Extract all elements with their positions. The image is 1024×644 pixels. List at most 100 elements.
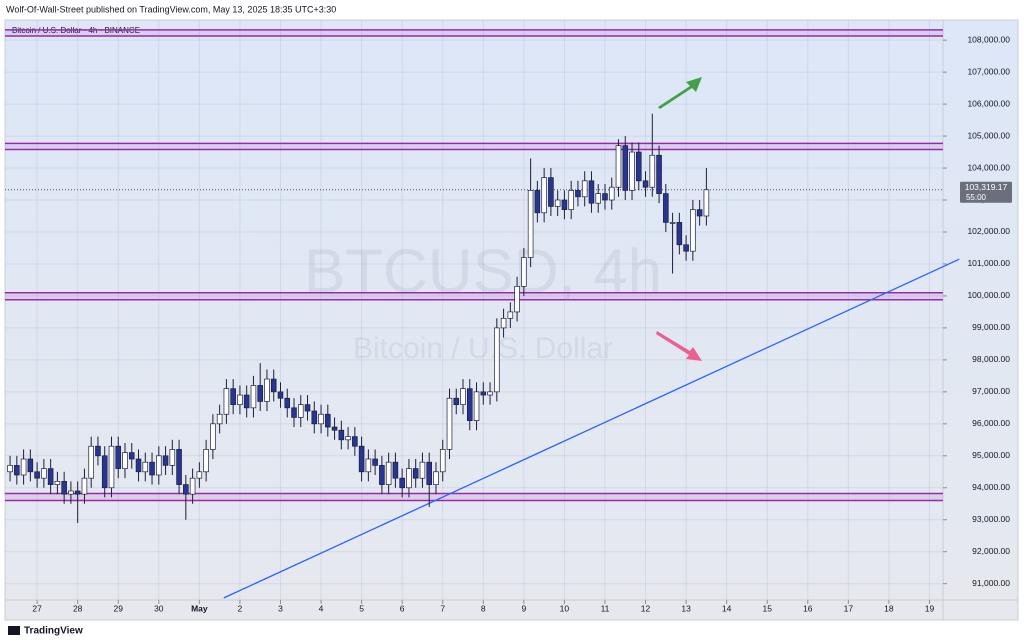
footer-brand: TradingView [24,626,83,637]
chart-frame [4,19,1019,621]
candle-body [358,445,365,473]
candle-body [156,455,162,476]
x-tick-label: 7 [440,603,445,613]
x-tick-label: 28 [73,603,83,613]
candle-body [183,484,189,495]
candle-body [575,190,581,198]
watermark-description: Bitcoin / U.S. Dollar [353,332,613,365]
candle-body [142,461,149,473]
current-price-label: 103,319.17 [965,182,1008,192]
candle-body [95,445,101,457]
candle-body [115,445,122,469]
x-tick-label: 11 [601,603,610,613]
x-tick-label: 14 [722,603,732,613]
candle-body [683,244,689,252]
y-tick-label: 100,000.00 [967,290,1010,300]
candle-body [392,461,399,479]
x-tick-label: 9 [521,603,526,613]
candle-body [128,452,135,460]
candle-body [216,413,223,425]
watermark: BTCUSD, 4h Bitcoin / U.S. Dollar [304,237,662,365]
candle-body [527,190,534,258]
candle-body [602,193,608,201]
candle-body [68,490,74,495]
y-tick-label: 102,000.00 [967,226,1010,236]
candle-body [615,145,622,188]
candle-body [27,458,34,473]
y-tick-label: 91,000.00 [972,578,1010,588]
candle-body [270,378,277,393]
candle-body [47,468,54,485]
candle-body [399,477,405,489]
candle-body [473,391,480,421]
candle-body [453,397,460,405]
candle-body [237,394,243,405]
candle-body [690,209,696,252]
zone [5,292,943,300]
y-tick-label: 98,000.00 [972,354,1010,364]
candle-body [230,388,236,405]
y-tick-label: 107,000.00 [967,66,1010,76]
candle-body [243,394,250,409]
watermark-symbol: BTCUSD, 4h [304,237,662,306]
y-tick-label: 97,000.00 [972,386,1010,396]
x-tick-label: 19 [925,603,935,613]
candle-body [649,154,656,188]
candle-body [568,190,574,210]
x-tick-label: May [191,603,208,613]
candle-body [696,209,703,217]
y-tick-label: 99,000.00 [972,322,1010,332]
candle-body [20,458,27,476]
x-tick-label: 4 [319,603,324,613]
candle-body [176,449,182,485]
candle-body [656,154,662,194]
y-tick-label: 104,000.00 [967,162,1010,172]
candle-body [629,151,635,191]
candle-body [419,461,426,479]
candle-body [554,199,561,207]
x-tick-label: 8 [481,603,486,613]
current-price-box [960,181,1012,203]
candle-body [365,458,372,473]
candle-body [439,449,446,473]
x-tick-label: 29 [114,603,124,613]
x-tick-label: 3 [278,603,283,613]
x-tick-label: 17 [844,603,854,613]
candle-body [297,404,304,418]
candle-body [466,388,473,421]
candle-body [169,449,176,466]
x-tick-label: 12 [641,603,651,613]
candle-body [264,378,270,402]
y-tick-label: 95,000.00 [972,450,1010,460]
x-tick-label: 2 [238,603,243,613]
candle-body [581,180,588,198]
y-tick-label: 105,000.00 [967,130,1010,140]
candle-body [122,452,128,469]
footer-logo [8,626,20,635]
y-tick-label: 94,000.00 [972,482,1010,492]
candle-body [507,311,514,319]
candle-body [446,397,453,450]
candle-body [250,385,257,409]
candle-body [703,189,710,217]
candle-body [210,423,216,450]
x-tick-label: 27 [32,603,42,613]
y-tick-label: 92,000.00 [972,546,1010,556]
candle-body [426,461,432,485]
candle-body [277,391,284,399]
green-arrow [658,77,702,109]
candle-body [676,222,683,246]
candle-body [595,193,602,204]
candle-body [352,436,358,447]
candle-body [500,317,507,329]
candle-body [61,481,67,495]
candle-body [480,391,487,396]
y-tick-label: 101,000.00 [967,258,1010,268]
candle-body [608,186,615,201]
candle-body [561,199,568,210]
candle-body [325,413,331,428]
pink-arrow [656,331,702,361]
candle-body [162,455,169,466]
y-tick-label: 106,000.00 [967,98,1010,108]
